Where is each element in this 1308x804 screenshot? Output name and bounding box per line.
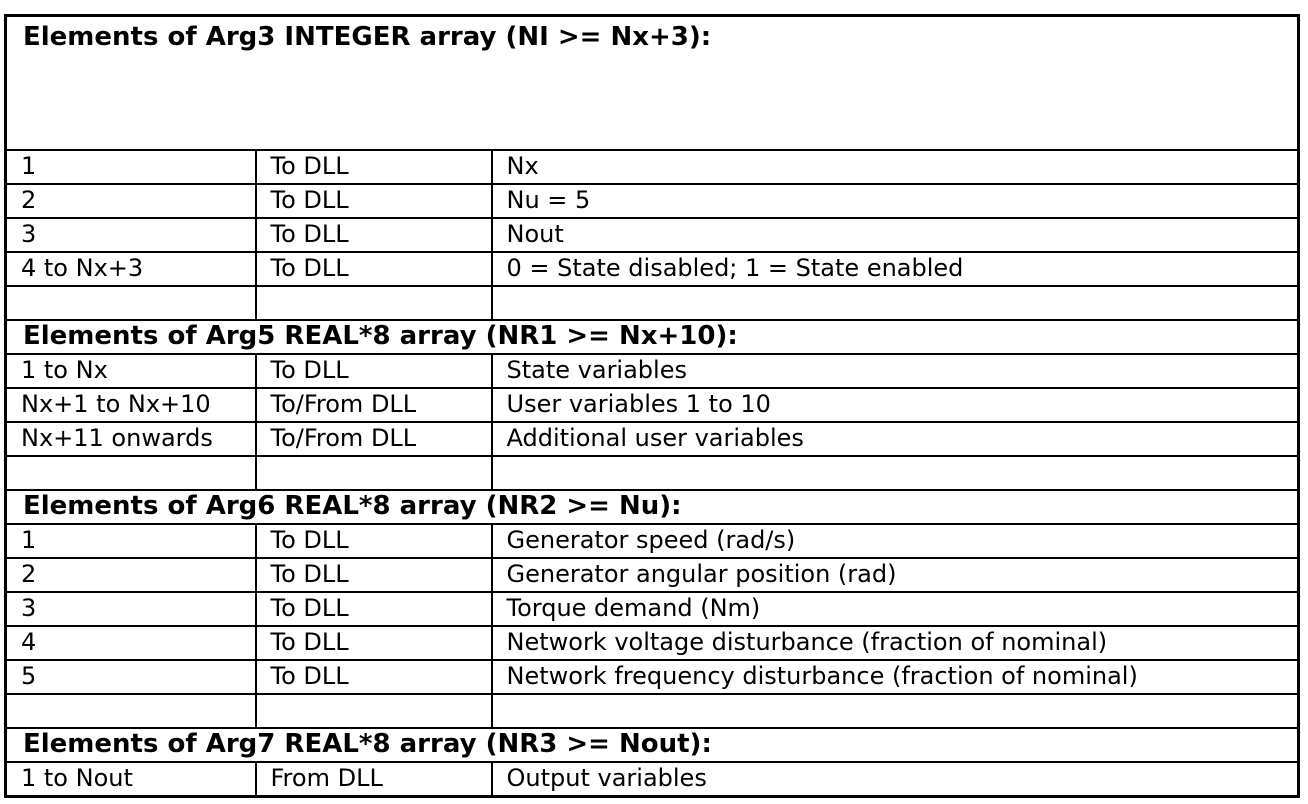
cell-description: Nout	[490, 217, 1300, 253]
table-row: 2 To DLL Nu = 5	[4, 183, 1300, 219]
spacer-row	[4, 455, 1300, 491]
section-header-title: Elements of Arg6 REAL*8 array (NR2 >= Nu…	[4, 489, 1300, 525]
section-header-row-arg3: Elements of Arg3 INTEGER array (NI >= Nx…	[4, 14, 1300, 151]
cell-direction: To DLL	[254, 353, 493, 389]
cell-element: 1 to Nx	[4, 353, 257, 389]
dll-arguments-table-container: Elements of Arg3 INTEGER array (NI >= Nx…	[4, 14, 1301, 798]
cell-direction: To DLL	[254, 251, 493, 287]
cell-direction: To DLL	[254, 625, 493, 661]
cell-direction: To DLL	[254, 149, 493, 185]
spacer-row	[4, 693, 1300, 729]
cell-element: Nx+11 onwards	[4, 421, 257, 457]
cell-element: 2	[4, 183, 257, 219]
cell-element: Nx+1 to Nx+10	[4, 387, 257, 423]
cell-direction: To DLL	[254, 557, 493, 593]
section-header-title: Elements of Arg7 REAL*8 array (NR3 >= No…	[4, 727, 1300, 763]
table-row: 1 To DLL Nx	[4, 149, 1300, 185]
table-row: Nx+11 onwards To/From DLL Additional use…	[4, 421, 1300, 457]
cell-element: 5	[4, 659, 257, 695]
spacer-cell	[4, 285, 257, 321]
cell-description: Nu = 5	[490, 183, 1300, 219]
cell-direction: To/From DLL	[254, 387, 493, 423]
cell-description: State variables	[490, 353, 1300, 389]
table-row: 4 To DLL Network voltage disturbance (fr…	[4, 625, 1300, 661]
cell-description: Generator speed (rad/s)	[490, 523, 1300, 559]
spacer-row	[4, 285, 1300, 321]
cell-direction: To DLL	[254, 183, 493, 219]
cell-description: User variables 1 to 10	[490, 387, 1300, 423]
table-row: 5 To DLL Network frequency disturbance (…	[4, 659, 1300, 695]
table-row: 3 To DLL Torque demand (Nm)	[4, 591, 1300, 627]
cell-direction: To DLL	[254, 217, 493, 253]
section-header-row-arg6: Elements of Arg6 REAL*8 array (NR2 >= Nu…	[4, 489, 1300, 525]
cell-element: 1	[4, 149, 257, 185]
cell-direction: To/From DLL	[254, 421, 493, 457]
cell-description: Additional user variables	[490, 421, 1300, 457]
section-header-title: Elements of Arg5 REAL*8 array (NR1 >= Nx…	[4, 319, 1300, 355]
cell-element: 3	[4, 591, 257, 627]
cell-description: 0 = State disabled; 1 = State enabled	[490, 251, 1300, 287]
cell-description: Torque demand (Nm)	[490, 591, 1300, 627]
cell-direction: To DLL	[254, 591, 493, 627]
cell-element: 1 to Nout	[4, 761, 257, 798]
spacer-cell	[254, 455, 493, 491]
section-header-row-arg7: Elements of Arg7 REAL*8 array (NR3 >= No…	[4, 727, 1300, 763]
table-row: 1 to Nx To DLL State variables	[4, 353, 1300, 389]
cell-element: 1	[4, 523, 257, 559]
spacer-cell	[254, 285, 493, 321]
spacer-cell	[490, 285, 1300, 321]
cell-direction: To DLL	[254, 523, 493, 559]
cell-description: Generator angular position (rad)	[490, 557, 1300, 593]
cell-description: Network voltage disturbance (fraction of…	[490, 625, 1300, 661]
cell-direction: From DLL	[254, 761, 493, 798]
cell-element: 4 to Nx+3	[4, 251, 257, 287]
table-row: 2 To DLL Generator angular position (rad…	[4, 557, 1300, 593]
dll-arguments-table: Elements of Arg3 INTEGER array (NI >= Nx…	[4, 14, 1301, 798]
spacer-cell	[254, 693, 493, 729]
cell-element: 3	[4, 217, 257, 253]
section-header-row-arg5: Elements of Arg5 REAL*8 array (NR1 >= Nx…	[4, 319, 1300, 355]
spacer-cell	[490, 693, 1300, 729]
table-row: 1 To DLL Generator speed (rad/s)	[4, 523, 1300, 559]
table-row: 4 to Nx+3 To DLL 0 = State disabled; 1 =…	[4, 251, 1300, 287]
cell-description: Output variables	[490, 761, 1300, 798]
cell-element: 2	[4, 557, 257, 593]
table-row: 1 to Nout From DLL Output variables	[4, 761, 1300, 798]
cell-description: Nx	[490, 149, 1300, 185]
spacer-cell	[4, 693, 257, 729]
cell-direction: To DLL	[254, 659, 493, 695]
spacer-cell	[4, 455, 257, 491]
table-row: Nx+1 to Nx+10 To/From DLL User variables…	[4, 387, 1300, 423]
spacer-cell	[490, 455, 1300, 491]
section-header-title: Elements of Arg3 INTEGER array (NI >= Nx…	[4, 14, 1300, 151]
cell-element: 4	[4, 625, 257, 661]
cell-description: Network frequency disturbance (fraction …	[490, 659, 1300, 695]
table-row: 3 To DLL Nout	[4, 217, 1300, 253]
